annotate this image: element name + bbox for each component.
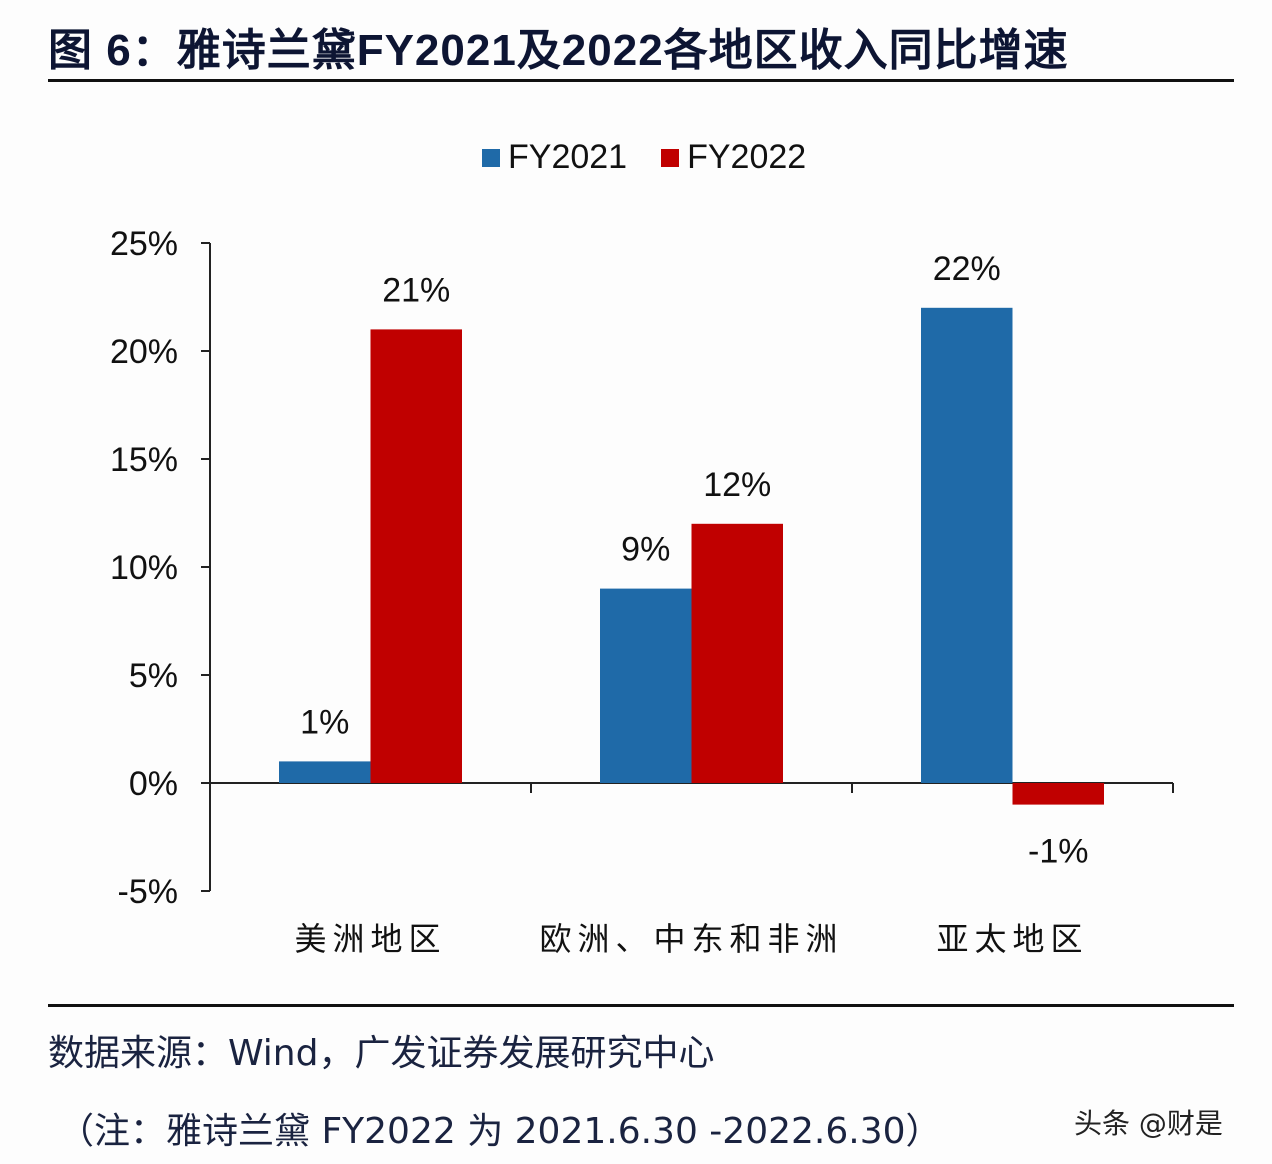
bar-chart: 25% 20% 15% 10% 5% 0% -5% 美洲地区 欧洲、中东和非洲 亚太地区 1% 9%… bbox=[110, 225, 1174, 957]
data-label: 9% bbox=[621, 531, 670, 569]
watermark: 头条 @财是 bbox=[1074, 1107, 1223, 1140]
legend-item-fy2022: FY2022 bbox=[661, 138, 806, 177]
x-category-label: 欧洲、中东和非洲 bbox=[539, 921, 843, 957]
chart-legend: FY2021 FY2022 bbox=[482, 138, 840, 177]
data-label: 22% bbox=[933, 250, 1001, 288]
footer-divider bbox=[48, 1004, 1234, 1007]
x-category-label: 亚太地区 bbox=[936, 921, 1088, 957]
y-tick-label: 0% bbox=[129, 765, 178, 803]
bar-fy2022 bbox=[691, 523, 783, 783]
legend-swatch-fy2021 bbox=[482, 148, 500, 167]
data-labels: 1% 9% 22% 21% 12% -1% bbox=[300, 250, 1088, 871]
axes: 25% 20% 15% 10% 5% 0% -5% 美洲地区 欧洲、中东和非洲 亚太地区 bbox=[110, 225, 1174, 957]
bars bbox=[279, 307, 1104, 805]
y-tick-label: 10% bbox=[110, 549, 178, 587]
x-category-label: 美洲地区 bbox=[294, 921, 446, 957]
y-tick-label: 25% bbox=[110, 225, 178, 263]
bar-fy2022 bbox=[370, 329, 462, 783]
bar-fy2021 bbox=[600, 588, 692, 783]
legend-label-fy2021: FY2021 bbox=[508, 138, 628, 176]
chart-title: 图 6：雅诗兰黛FY2021及2022各地区收入同比增速 bbox=[48, 26, 1069, 75]
source-note: 数据来源：Wind，广发证券发展研究中心 bbox=[48, 1033, 715, 1074]
bar-fy2021 bbox=[921, 307, 1013, 783]
period-note: （注：雅诗兰黛 FY2022 为 2021.6.30 -2022.6.30） bbox=[58, 1111, 942, 1152]
legend-label-fy2022: FY2022 bbox=[687, 138, 807, 176]
legend-item-fy2021: FY2021 bbox=[482, 138, 627, 177]
title-divider bbox=[48, 79, 1234, 82]
y-tick-label: 20% bbox=[110, 333, 178, 371]
legend-swatch-fy2022 bbox=[661, 148, 680, 167]
data-label: -1% bbox=[1028, 833, 1088, 871]
data-label: 21% bbox=[382, 271, 450, 309]
bar-fy2022 bbox=[1012, 783, 1104, 805]
y-tick-label: 15% bbox=[110, 441, 178, 479]
y-tick-label: 5% bbox=[129, 657, 178, 695]
data-label: 1% bbox=[300, 703, 349, 741]
data-label: 12% bbox=[703, 466, 771, 504]
bar-fy2021 bbox=[279, 761, 371, 783]
y-tick-label: -5% bbox=[118, 873, 178, 911]
